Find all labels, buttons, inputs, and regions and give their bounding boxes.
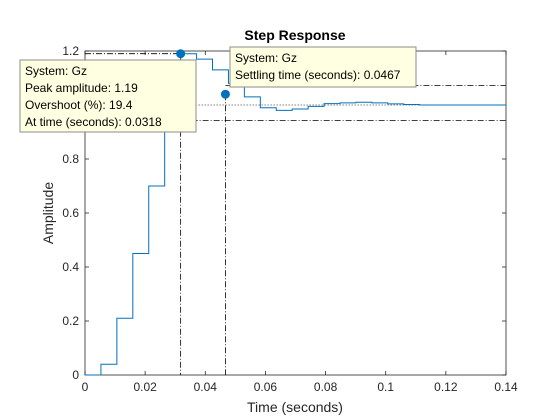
data-tip-line: System: Gz [235,51,297,65]
x-tick-label: 0.02 [133,380,157,394]
series-layer [85,53,506,376]
x-tick-label: 0.04 [194,380,218,394]
y-tick-label: 0 [72,368,79,382]
settling-data-tip: System: Gz Settling time (seconds): 0.046… [229,46,417,88]
marker-layer [176,49,230,99]
data-tips: System: Gz Peak amplitude: 1.19 Overshoot … [19,46,417,133]
data-tip-line: Overshoot (%): 19.4 [25,98,133,112]
data-tip-box [229,46,417,88]
x-tick-label: 0.08 [314,380,338,394]
axes: 0 0.02 0.04 0.06 0.08 0.1 0.12 0.14 0 0.2 0.4 0.6 0.… [62,44,518,394]
y-tick-label: 0.6 [62,206,79,220]
x-tick-label: 0.1 [377,380,394,394]
x-tick-label: 0 [82,380,89,394]
data-tip-line: Settling time (seconds): 0.0467 [235,68,401,82]
series-line-gz [85,53,506,376]
data-tip-line: Peak amplitude: 1.19 [25,81,138,95]
data-tip-box [19,59,197,133]
peak-data-tip: System: Gz Peak amplitude: 1.19 Overshoot … [19,59,197,133]
y-tick-label: 0.2 [62,314,79,328]
data-tip-line: System: Gz [25,64,87,78]
x-tick-label: 0.12 [434,380,458,394]
x-axis-label: Time (seconds) [247,399,343,415]
data-tip-line: At time (seconds): 0.0318 [25,115,162,129]
x-tick-label: 0.14 [494,380,518,394]
peak-marker[interactable] [176,49,186,59]
y-tick-label: 1.2 [62,44,79,58]
y-tick-label: 0.8 [62,152,79,166]
x-tick-label: 0.06 [254,380,278,394]
chart-title: Step Response [244,27,345,43]
settling-marker[interactable] [220,89,230,99]
y-axis-label: Amplitude [40,182,56,244]
y-tick-label: 0.4 [62,260,79,274]
